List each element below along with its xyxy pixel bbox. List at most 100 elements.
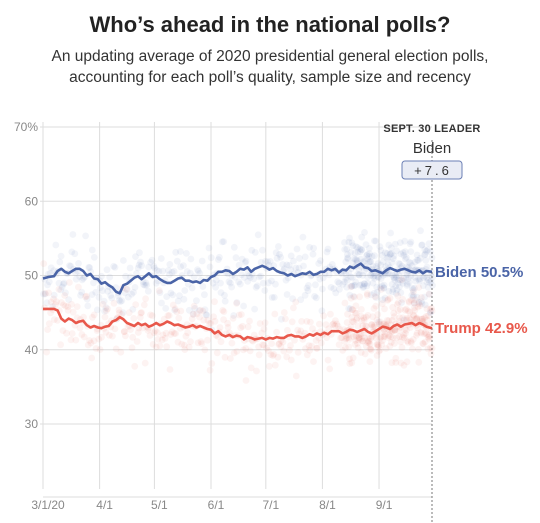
poll-dot [402, 330, 409, 337]
poll-dot [45, 289, 53, 297]
poll-dot [122, 272, 129, 280]
poll-dot [244, 277, 252, 285]
chart-subtitle: An updating average of 2020 presidential… [0, 46, 540, 88]
poll-dot [173, 257, 181, 265]
poll-dot [416, 275, 424, 283]
poll-dot [299, 233, 307, 241]
poll-dot [369, 323, 377, 331]
poll-dot [291, 336, 298, 344]
poll-dot [346, 355, 353, 363]
poll-dot [151, 327, 159, 335]
poll-dot [144, 327, 152, 334]
poll-dot [342, 258, 350, 266]
poll-dot [401, 306, 409, 314]
poll-dot [191, 305, 199, 312]
poll-dot [170, 330, 178, 337]
poll-dot [334, 278, 342, 286]
poll-dot [40, 260, 48, 267]
poll-dot [355, 271, 363, 279]
poll-dot [352, 278, 360, 286]
poll-dot [420, 274, 427, 281]
poll-dot [56, 258, 64, 266]
poll-dot [378, 300, 386, 308]
poll-dot [410, 292, 417, 299]
poll-dot [322, 321, 330, 328]
poll-dot [129, 306, 137, 313]
poll-dot [221, 297, 229, 305]
poll-dot [345, 336, 353, 343]
poll-dot [290, 257, 297, 265]
poll-dot [78, 276, 86, 284]
poll-dot [111, 325, 119, 333]
poll-dot [427, 272, 435, 280]
poll-dot [260, 341, 268, 349]
poll-dot [277, 254, 285, 261]
poll-dot [78, 288, 86, 296]
poll-dot [230, 349, 238, 357]
poll-dot [106, 331, 113, 339]
poll-dot [139, 324, 146, 332]
poll-dot [364, 273, 372, 281]
poll-dot [394, 279, 402, 287]
poll-dot [395, 333, 403, 340]
poll-dot [342, 271, 350, 278]
poll-dot [360, 282, 367, 290]
poll-dot [330, 320, 337, 328]
poll-dot [60, 280, 67, 288]
poll-dot [270, 294, 278, 301]
poll-dot [45, 278, 53, 286]
poll-dot [84, 302, 92, 310]
poll-dot [301, 253, 309, 261]
poll-dot [83, 292, 90, 300]
poll-dot [125, 309, 133, 317]
poll-dot [403, 358, 411, 366]
poll-dot [147, 311, 154, 319]
poll-dot [107, 292, 115, 299]
poll-dot [417, 329, 425, 337]
poll-dot [141, 359, 149, 367]
poll-dot [306, 346, 314, 354]
poll-dot [395, 327, 403, 335]
poll-dot [404, 307, 412, 315]
poll-dot [182, 332, 190, 340]
poll-dot [147, 259, 155, 266]
poll-dot [355, 334, 363, 342]
poll-dot [76, 273, 84, 280]
leader-heading: SEPT. 30 LEADER [383, 123, 480, 135]
poll-dot [270, 351, 278, 358]
poll-dot [296, 254, 303, 262]
poll-dot [347, 273, 355, 281]
poll-dot [197, 306, 204, 314]
poll-dot [276, 251, 283, 258]
poll-dot [342, 335, 350, 342]
poll-dot [95, 294, 103, 301]
poll-dot [376, 346, 384, 354]
poll-dot [171, 305, 179, 313]
poll-dot [348, 306, 356, 314]
poll-dot [375, 320, 383, 328]
poll-dot [69, 231, 77, 238]
poll-dot [351, 340, 359, 348]
poll-dot [203, 311, 211, 319]
poll-dot [275, 340, 283, 348]
poll-dot [293, 245, 301, 253]
poll-dot [235, 311, 243, 319]
poll-dot [362, 241, 370, 249]
poll-dot [422, 329, 429, 336]
poll-dot [156, 342, 164, 350]
poll-dot [181, 287, 189, 294]
poll-dot [371, 272, 378, 280]
poll-dot [401, 248, 409, 256]
poll-dot [302, 345, 309, 353]
poll-dot [357, 312, 365, 320]
poll-dot [228, 339, 236, 347]
poll-dot [101, 313, 109, 321]
poll-dot [145, 263, 153, 271]
poll-dot [385, 317, 393, 325]
poll-dot [319, 274, 327, 282]
poll-dot [220, 308, 228, 315]
poll-dot [399, 295, 407, 303]
poll-dot [258, 329, 266, 337]
poll-dot [373, 289, 381, 296]
poll-dot [396, 260, 404, 268]
